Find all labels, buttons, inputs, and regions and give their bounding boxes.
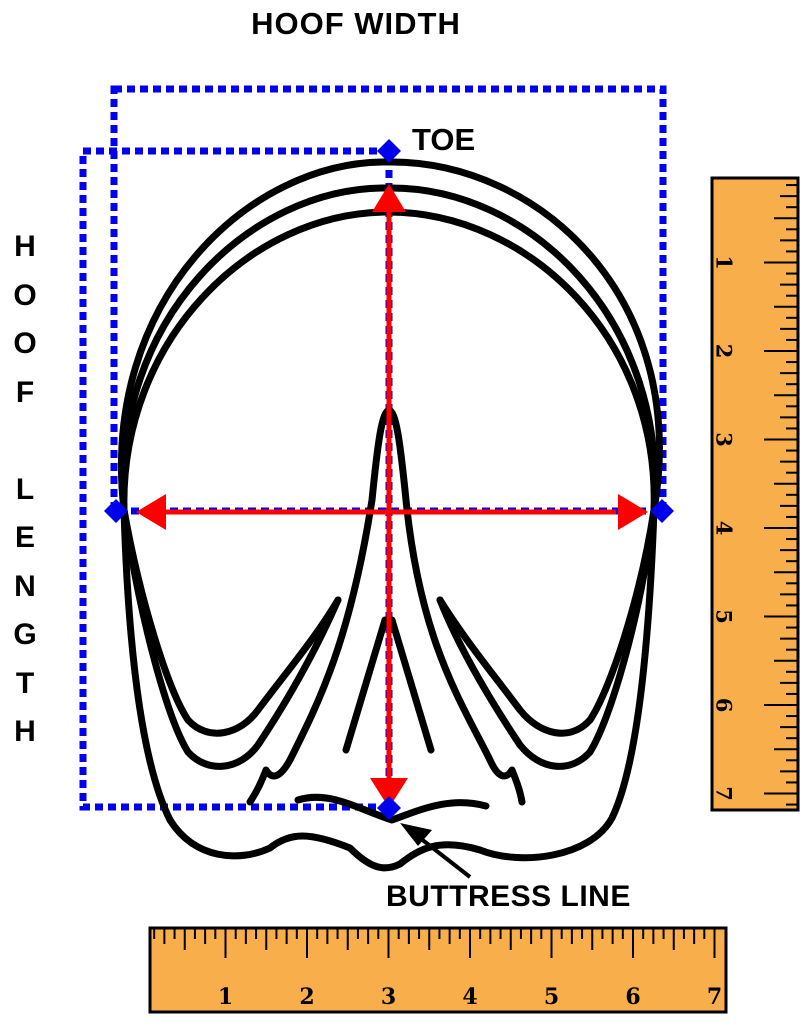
hoof-wall-inner-2: [120, 208, 658, 737]
buttress-pointer: [400, 823, 472, 879]
hoof-length-letter: T: [15, 666, 35, 700]
hoof-width-box: [110, 85, 667, 515]
toe-marker: [377, 139, 401, 163]
hoof-wall-inner-2-left: [120, 506, 342, 737]
hoof-length-box: [79, 147, 393, 811]
hoof-outline: [118, 158, 663, 872]
hoof-length-letter: H: [14, 230, 36, 263]
hoof-length-letter: H: [14, 715, 36, 748]
length-arrow-head-bottom: [370, 778, 408, 808]
vertical-ruler-number: 1: [712, 255, 737, 270]
vertical-ruler-number: 7: [712, 786, 737, 801]
hoof-length-letter: O: [13, 327, 37, 360]
measure-arrows: [136, 184, 648, 808]
hoof-width-label: HOOF WIDTH: [251, 6, 461, 41]
heel-bulbs: [294, 793, 490, 824]
horizontal-ruler-number: 5: [544, 984, 559, 1010]
right-width-marker: [650, 499, 674, 523]
vertical-ruler-body: [710, 176, 800, 812]
vertical-ruler-number: 6: [712, 698, 737, 713]
vertical-ruler-number: 2: [712, 344, 737, 359]
hoof-length-letter: F: [15, 375, 35, 409]
horizontal-ruler-number: 4: [462, 984, 477, 1010]
frog-cleft-left: [342, 616, 389, 754]
horizontal-ruler-number: 2: [299, 984, 314, 1010]
buttress-line-label: BUTTRESS LINE: [386, 880, 631, 913]
width-arrow-head-left: [136, 494, 166, 530]
vertical-ruler: 1 2 3 4 5 6 7: [710, 176, 800, 812]
vertical-ruler-number: 4: [712, 521, 737, 536]
vertical-ruler-number: 3: [712, 432, 737, 447]
left-width-marker: [104, 499, 128, 523]
horizontal-ruler: 1 2 3 4 5 6 7: [148, 926, 728, 1014]
width-arrow-head-right: [618, 494, 648, 530]
heel-marker: [377, 796, 401, 820]
measure-points: [104, 139, 674, 820]
hoof-wall-outer: [118, 158, 663, 872]
hoof-length-letter: N: [14, 569, 36, 603]
horizontal-ruler-number: 7: [707, 984, 722, 1010]
hoof-wall-inner-1-left: [120, 506, 342, 770]
toe-label: TOE: [412, 122, 476, 157]
horizontal-ruler-number: 6: [625, 984, 640, 1010]
hoof-length-letter: E: [14, 521, 35, 554]
length-arrow-head-top: [372, 184, 406, 212]
vertical-ruler-number: 5: [712, 609, 737, 624]
horizontal-ruler-number: 3: [381, 984, 396, 1010]
horizontal-ruler-number: 1: [218, 984, 233, 1010]
hoof-length-letter: G: [13, 618, 37, 651]
hoof-length-letter: [8, 426, 42, 475]
frog-cleft-right: [388, 616, 435, 754]
hoof-length-letter: L: [15, 472, 35, 506]
hoof-length-letter: O: [13, 278, 37, 312]
